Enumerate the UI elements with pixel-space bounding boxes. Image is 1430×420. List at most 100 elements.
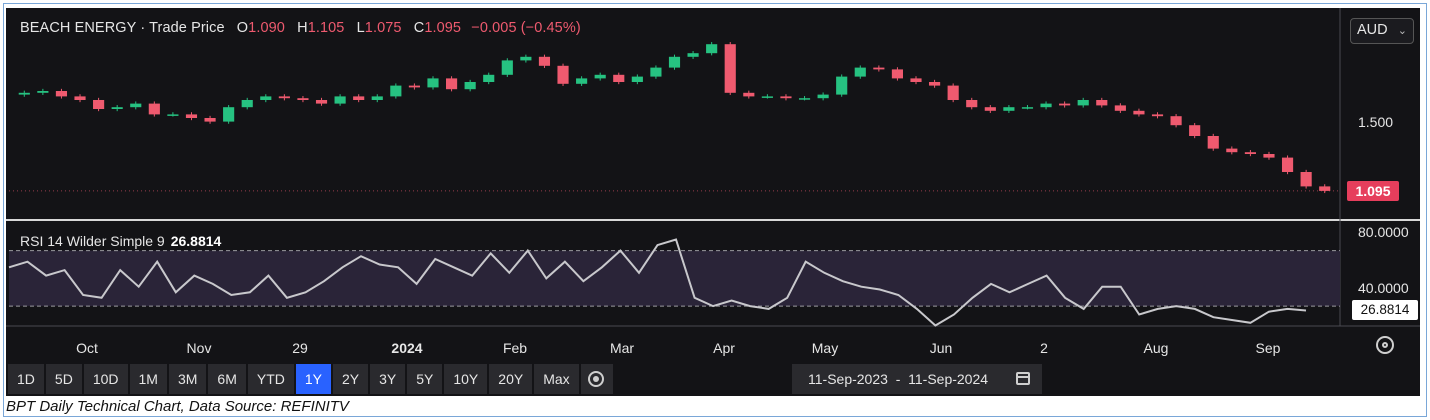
candle-body bbox=[130, 103, 142, 108]
x-label-nov: Nov bbox=[186, 340, 212, 356]
candle-body bbox=[278, 96, 290, 99]
date-range-text: 11-Sep-2023 - 11-Sep-2024 bbox=[808, 371, 989, 387]
x-label-apr: Apr bbox=[713, 340, 735, 356]
candle-body bbox=[873, 67, 885, 70]
candle-body bbox=[464, 82, 476, 90]
candle-body bbox=[520, 56, 532, 61]
symbol-name: BEACH ENERGY bbox=[20, 20, 137, 36]
candle-body bbox=[576, 78, 588, 84]
x-label-mar: Mar bbox=[609, 340, 635, 356]
candle-body bbox=[148, 103, 160, 115]
rsi-tick-40: 40.0000 bbox=[1358, 280, 1409, 296]
rsi-band bbox=[9, 250, 1340, 307]
range-button-5d[interactable]: 5D bbox=[45, 364, 82, 394]
range-button-1y[interactable]: 1Y bbox=[295, 364, 331, 394]
open-value: 1.090 bbox=[248, 20, 285, 36]
low-key: L bbox=[356, 20, 365, 36]
candle-body bbox=[724, 44, 736, 93]
separator-dot: · bbox=[140, 20, 146, 36]
candle-body bbox=[947, 85, 959, 100]
candle-body bbox=[817, 94, 829, 99]
currency-value: AUD bbox=[1357, 22, 1388, 38]
range-button-5y[interactable]: 5Y bbox=[407, 364, 443, 394]
rsi-value: 26.8814 bbox=[170, 233, 222, 249]
candle-body bbox=[1133, 110, 1145, 115]
currency-dropdown[interactable]: AUD ⌄ bbox=[1350, 18, 1414, 44]
candle-body bbox=[929, 82, 941, 86]
rsi-legend: RSI 14 Wilder Simple 9 26.8814 bbox=[20, 233, 221, 249]
candle-body bbox=[538, 56, 551, 66]
candle-body bbox=[966, 100, 978, 108]
candle-body bbox=[74, 96, 86, 100]
range-button-ytd[interactable]: YTD bbox=[247, 364, 294, 394]
candle-body bbox=[1077, 100, 1089, 106]
range-button-3y[interactable]: 3Y bbox=[370, 364, 406, 394]
candle-body bbox=[111, 107, 123, 109]
candle-body bbox=[854, 67, 866, 77]
candle-body bbox=[204, 118, 216, 122]
rsi-last-tag: 26.8814 bbox=[1352, 300, 1418, 321]
x-label-29: 29 bbox=[292, 340, 308, 356]
candle-body bbox=[631, 76, 643, 82]
calendar-icon bbox=[1016, 372, 1030, 385]
candle-body bbox=[1281, 157, 1294, 172]
candle-body bbox=[445, 78, 458, 90]
chart-canvas[interactable] bbox=[6, 8, 1420, 396]
settings-button[interactable] bbox=[580, 364, 613, 394]
range-button-max[interactable]: Max bbox=[534, 364, 579, 394]
candle-body bbox=[1021, 107, 1034, 109]
candle-body bbox=[185, 114, 198, 118]
range-button-10y[interactable]: 10Y bbox=[444, 364, 488, 394]
range-button-2y[interactable]: 2Y bbox=[332, 364, 369, 394]
x-label-aug: Aug bbox=[1143, 340, 1169, 356]
rsi-name: RSI 14 Wilder Simple 9 bbox=[20, 233, 165, 249]
range-button-10d[interactable]: 10D bbox=[83, 364, 128, 394]
rsi-line bbox=[8, 238, 1307, 327]
range-button-3m[interactable]: 3M bbox=[168, 364, 207, 394]
candle-body bbox=[241, 100, 253, 108]
candle-body bbox=[371, 96, 383, 100]
candle-body bbox=[706, 44, 718, 54]
candle-body bbox=[613, 74, 625, 82]
candle-body bbox=[37, 91, 49, 93]
rsi-tick-80: 80.0000 bbox=[1358, 224, 1409, 240]
range-button-20y[interactable]: 20Y bbox=[489, 364, 533, 394]
candle-body bbox=[1059, 103, 1071, 106]
candle-body bbox=[353, 96, 365, 100]
range-button-1m[interactable]: 1M bbox=[129, 364, 167, 394]
candle-body bbox=[1263, 154, 1275, 158]
range-button-6m[interactable]: 6M bbox=[208, 364, 246, 394]
candle-body bbox=[836, 76, 848, 95]
candle-body bbox=[1170, 116, 1182, 126]
candle-body bbox=[1207, 136, 1219, 149]
range-button-1d[interactable]: 1D bbox=[8, 364, 44, 394]
candle-body bbox=[501, 60, 513, 75]
chart-header: BEACH ENERGY · Trade Price O1.090 H1.105… bbox=[20, 20, 581, 36]
chart-caption: BPT Daily Technical Chart, Data Source: … bbox=[6, 398, 349, 415]
candle-body bbox=[557, 65, 569, 84]
candle-body bbox=[984, 107, 996, 111]
candle-body bbox=[761, 96, 773, 98]
candle-body bbox=[1226, 148, 1238, 153]
candle-body bbox=[55, 91, 68, 97]
candle-body bbox=[798, 98, 811, 100]
candle-body bbox=[1151, 114, 1164, 117]
candle-body bbox=[483, 74, 495, 82]
gear-icon bbox=[587, 371, 604, 387]
candle-body bbox=[93, 100, 105, 109]
axis-settings-icon[interactable] bbox=[1376, 336, 1394, 354]
candle-body bbox=[1300, 172, 1312, 187]
price-tick: 1.500 bbox=[1358, 114, 1394, 130]
date-range-picker[interactable]: 11-Sep-2023 - 11-Sep-2024 bbox=[792, 364, 1042, 394]
low-value: 1.075 bbox=[364, 20, 402, 36]
candle-body bbox=[1003, 107, 1015, 111]
candle-body bbox=[743, 92, 755, 97]
candle-body bbox=[1319, 186, 1331, 191]
change-value: −0.005 (−0.45%) bbox=[471, 20, 581, 36]
candle-body bbox=[408, 85, 420, 88]
chevron-down-icon: ⌄ bbox=[1397, 25, 1407, 37]
open-key: O bbox=[236, 20, 249, 36]
last-price-tag: 1.095 bbox=[1347, 180, 1399, 201]
x-label-jun: Jun bbox=[929, 340, 953, 356]
candle-body bbox=[1244, 152, 1256, 154]
